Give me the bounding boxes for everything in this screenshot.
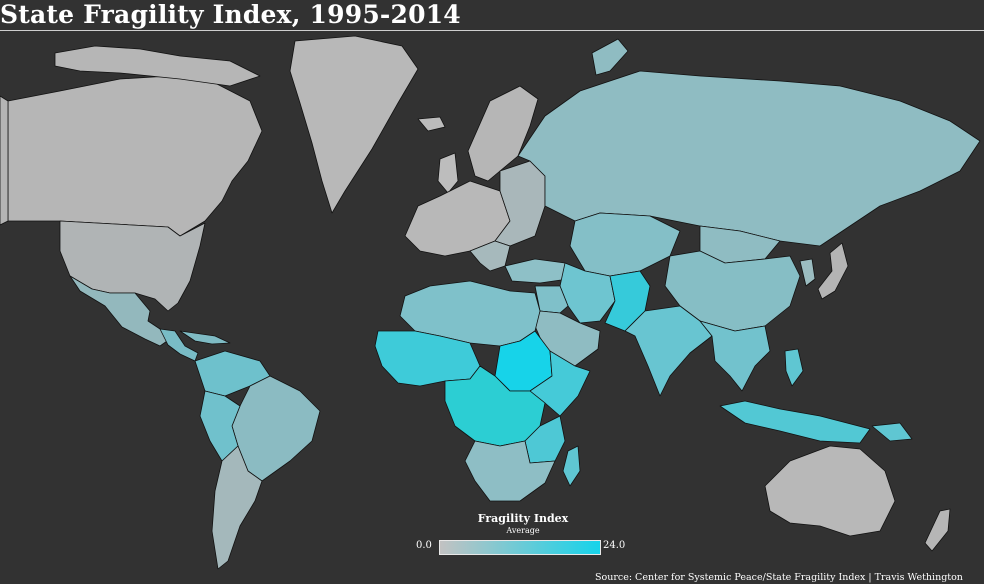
source-caption: Source: Center for Systemic Peace/State … [595, 572, 963, 583]
legend-max-label: 24.0 [603, 540, 626, 551]
legend-title: Fragility Index [477, 512, 569, 525]
region-india[interactable] [624, 305, 713, 397]
region-papua[interactable] [871, 422, 913, 442]
region-new-zealand[interactable] [924, 508, 951, 552]
region-iceland[interactable] [417, 116, 446, 132]
region-southeast-asia[interactable] [699, 320, 771, 392]
region-philippines[interactable] [784, 348, 804, 387]
region-australia[interactable] [764, 445, 896, 537]
region-arctic-islands[interactable] [54, 45, 261, 87]
region-scandinavia[interactable] [467, 85, 539, 182]
region-caribbean[interactable] [179, 330, 231, 345]
world-choropleth-map [0, 35, 981, 570]
region-canada[interactable] [7, 75, 263, 237]
region-central-africa[interactable] [444, 365, 546, 447]
region-korea[interactable] [799, 258, 816, 287]
legend-color-ramp [439, 540, 601, 555]
title-divider [0, 30, 984, 31]
legend-min-label: 0.0 [416, 540, 432, 551]
region-japan[interactable] [817, 242, 849, 300]
map-title: State Fragility Index, 1995-2014 [0, 0, 461, 29]
region-alaska[interactable] [0, 95, 9, 226]
legend-subtitle: Average [506, 526, 540, 535]
region-southern-africa[interactable] [464, 440, 556, 502]
region-central-america[interactable] [159, 328, 199, 362]
region-uk[interactable] [437, 152, 459, 194]
region-turkey[interactable] [504, 258, 569, 284]
region-southern-cone[interactable] [211, 445, 263, 570]
region-greenland[interactable] [289, 35, 419, 214]
region-kazakhstan-central-asia[interactable] [569, 212, 681, 277]
region-madagascar[interactable] [562, 445, 581, 487]
region-indonesia[interactable] [719, 400, 871, 444]
region-russia-islands[interactable] [591, 38, 629, 76]
